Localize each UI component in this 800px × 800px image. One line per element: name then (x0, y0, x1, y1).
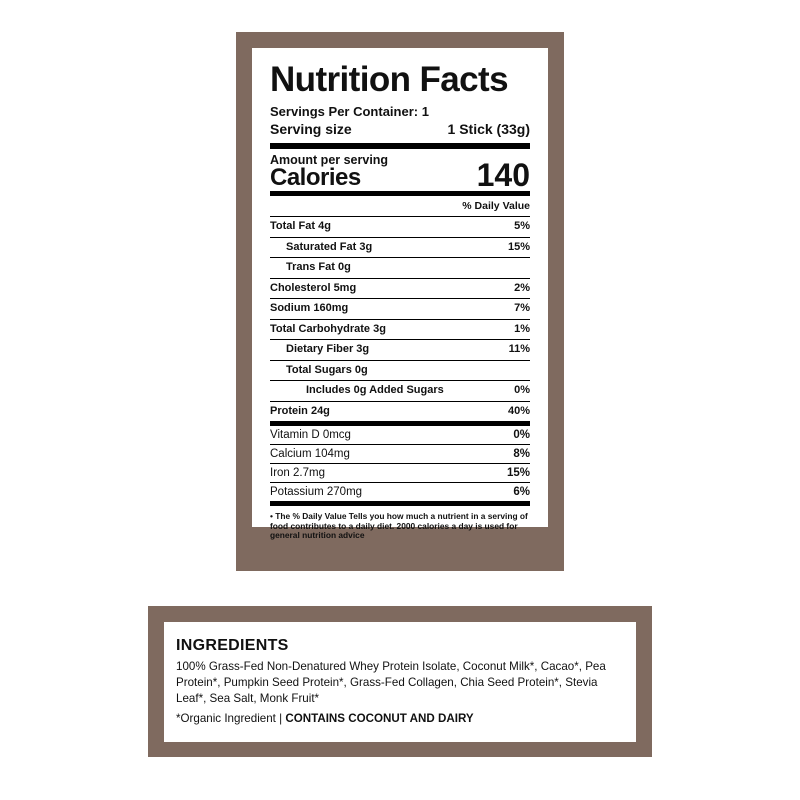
nutrient-row: Total Carbohydrate 3g 1% (270, 320, 530, 340)
nutrient-row: Saturated Fat 3g 15% (270, 238, 530, 258)
nutrient-name: Includes 0g Added Sugars (306, 384, 444, 396)
organic-note: *Organic Ingredient | (176, 712, 286, 725)
nutrient-daily-value: 40% (507, 404, 530, 417)
serving-size-value: 1 Stick (33g) (447, 121, 530, 137)
nutrient-name: Cholesterol 5mg (270, 281, 357, 294)
servings-per-container: Servings Per Container: 1 (270, 104, 429, 119)
vitamin-daily-value: 15% (506, 467, 530, 479)
serving-size-label: Serving size (270, 121, 352, 137)
nutrient-name: Trans Fat 0g (286, 261, 351, 273)
divider (270, 143, 530, 149)
vitamin-row: Calcium 104mg 8% (270, 445, 530, 464)
nutrient-name: Protein 24g (270, 404, 330, 417)
vitamin-row: Vitamin D 0mcg 0% (270, 426, 530, 445)
nutrient-row: Sodium 160mg 7% (270, 299, 530, 320)
nutrient-daily-value: 1% (514, 322, 530, 335)
nutrient-name: Total Carbohydrate 3g (270, 322, 386, 335)
serving-size: Serving size 1 Stick (33g) (270, 120, 530, 138)
allergen-statement: CONTAINS COCONUT AND DAIRY (285, 712, 474, 725)
vitamin-daily-value: 0% (513, 429, 530, 441)
nutrient-row: Includes 0g Added Sugars 0% (270, 381, 530, 402)
nutrient-row: Trans Fat 0g (270, 258, 530, 279)
vitamin-name: Iron 2.7mg (270, 467, 325, 479)
footnote: • The % Daily Value Tells you how much a… (270, 511, 528, 541)
nutrient-row: Cholesterol 5mg 2% (270, 279, 530, 299)
vitamin-daily-value: 8% (513, 448, 530, 460)
nutrition-facts-frame: Nutrition Facts Servings Per Container: … (236, 32, 564, 571)
vitamin-row: Potassium 270mg 6% (270, 483, 530, 506)
nutrient-name: Dietary Fiber 3g (286, 343, 370, 355)
ingredients-note: *Organic Ingredient | CONTAINS COCONUT A… (176, 711, 624, 727)
nutrient-daily-value: 15% (507, 240, 530, 253)
nutrient-name: Total Fat 4g (270, 220, 331, 232)
nutrient-daily-value: 2% (514, 281, 530, 294)
nutrient-row: Dietary Fiber 3g 11% (270, 340, 530, 361)
ingredients-panel: INGREDIENTS 100% Grass-Fed Non-Denatured… (164, 622, 636, 742)
amount-per-serving: Amount per serving (270, 153, 389, 167)
divider (270, 191, 530, 196)
nutrient-name: Sodium 160mg (270, 302, 349, 314)
vitamin-name: Potassium 270mg (270, 486, 363, 498)
nutrition-title: Nutrition Facts (270, 60, 509, 99)
vitamin-row: Iron 2.7mg 15% (270, 464, 530, 483)
calories-value: 140 (476, 157, 530, 193)
vitamin-name: Vitamin D 0mcg (270, 429, 351, 441)
nutrition-facts-panel: Nutrition Facts Servings Per Container: … (252, 48, 548, 540)
calories: Calories 140 (270, 157, 530, 193)
nutrient-name: Saturated Fat 3g (286, 240, 373, 253)
nutrient-daily-value: 5% (514, 220, 530, 232)
calories-label: Calories (270, 164, 361, 191)
nutrient-name: Total Sugars 0g (286, 363, 368, 376)
nutrient-row: Total Sugars 0g (270, 361, 530, 381)
nutrient-daily-value: 0% (514, 384, 530, 396)
nutrient-row: Total Fat 4g 5% (270, 217, 530, 238)
nutrient-daily-value: 7% (514, 302, 530, 314)
nutrient-row: Protein 24g 40% (270, 402, 530, 426)
vitamin-daily-value: 6% (513, 486, 530, 498)
nutrient-daily-value: 11% (508, 343, 530, 355)
ingredients-frame: INGREDIENTS 100% Grass-Fed Non-Denatured… (148, 606, 652, 757)
ingredients-title: INGREDIENTS (176, 637, 289, 654)
ingredients-list: 100% Grass-Fed Non-Denatured Whey Protei… (176, 660, 606, 705)
daily-value-header: % Daily Value (270, 196, 530, 217)
vitamin-name: Calcium 104mg (270, 448, 350, 460)
